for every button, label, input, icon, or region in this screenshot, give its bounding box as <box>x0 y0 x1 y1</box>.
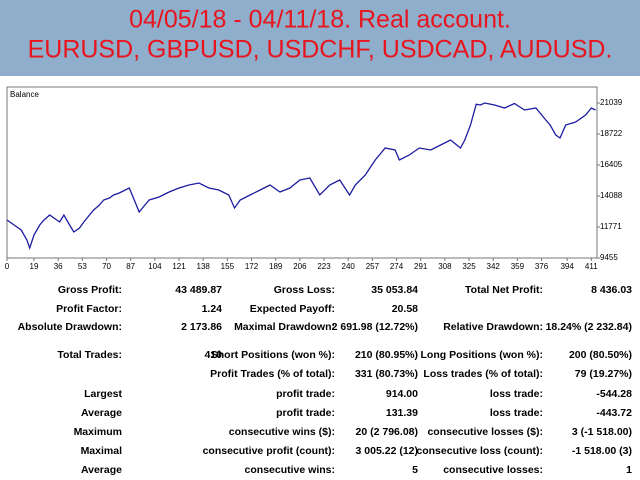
stat-value: 3 005.22 (12) <box>356 445 418 457</box>
stat-label: Total Trades: <box>57 349 122 361</box>
stat-label: Gross Profit: <box>58 284 122 296</box>
stat-label: profit trade: <box>276 388 335 400</box>
stat-value: -1 518.00 (3) <box>572 445 632 457</box>
x-tick-label: 308 <box>438 262 452 271</box>
stat-label: Profit Trades (% of total): <box>210 368 335 380</box>
stat-value: -443.72 <box>596 407 632 419</box>
stat-label: profit trade: <box>276 407 335 419</box>
stat-label: Gross Loss: <box>274 284 335 296</box>
stat-label: Largest <box>84 388 122 400</box>
stat-value: 2 691.98 (12.72%) <box>332 321 418 333</box>
y-tick-label: 9455 <box>600 253 618 262</box>
plot-frame <box>6 86 598 259</box>
stat-value: 20.58 <box>392 303 418 315</box>
stat-value: 43 489.87 <box>175 284 222 296</box>
stat-value: 410 <box>204 349 222 361</box>
stat-value: 131.39 <box>386 407 418 419</box>
chart-title: Balance <box>10 90 39 99</box>
y-tick-label: 14088 <box>600 191 623 200</box>
stat-label: Relative Drawdown: <box>443 321 543 333</box>
stat-label: consecutive loss (count): <box>416 445 543 457</box>
x-tick-label: 189 <box>269 262 283 271</box>
y-tick-label: 18722 <box>600 129 623 138</box>
stat-label: Loss trades (% of total): <box>423 368 543 380</box>
stat-label: Average <box>81 464 122 476</box>
stat-value: 35 053.84 <box>371 284 418 296</box>
stat-value: 18.24% (2 232.84) <box>546 321 632 333</box>
balance-line <box>6 102 596 251</box>
stat-value: -544.28 <box>596 388 632 400</box>
stat-value: 2 173.86 <box>181 321 222 333</box>
banner-line: EURUSD, GBPUSD, USDCHF, USDCAD, AUDUSD. <box>28 36 613 64</box>
stat-label: consecutive wins ($): <box>229 426 335 438</box>
x-tick-label: 394 <box>560 262 574 271</box>
y-tick-label: 21039 <box>600 98 623 107</box>
x-tick-label: 70 <box>102 262 111 271</box>
x-tick-label: 257 <box>366 262 380 271</box>
stat-label: Expected Payoff: <box>250 303 335 315</box>
stat-label: consecutive losses: <box>443 464 543 476</box>
stat-value: 3 (-1 518.00) <box>572 426 632 438</box>
stat-value: 79 (19.27%) <box>575 368 632 380</box>
chart-panel <box>0 84 640 274</box>
stat-label: Profit Factor: <box>56 303 122 315</box>
x-tick-label: 0 <box>5 262 10 271</box>
stat-value: 200 (80.50%) <box>569 349 632 361</box>
y-tick-label: 16405 <box>600 160 623 169</box>
x-tick-label: 172 <box>245 262 259 271</box>
x-tick-label: 138 <box>197 262 211 271</box>
x-tick-label: 53 <box>78 262 87 271</box>
x-tick-label: 19 <box>30 262 39 271</box>
x-tick-label: 359 <box>511 262 525 271</box>
stat-label: loss trade: <box>490 407 543 419</box>
x-tick-label: 155 <box>221 262 235 271</box>
stat-label: Total Net Profit: <box>465 284 543 296</box>
stat-label: Long Positions (won %): <box>421 349 543 361</box>
stat-label: Absolute Drawdown: <box>18 321 122 333</box>
x-tick-label: 206 <box>293 262 307 271</box>
x-tick-label: 121 <box>172 262 186 271</box>
stat-label: Average <box>81 407 122 419</box>
stat-label: consecutive losses ($): <box>427 426 543 438</box>
stat-value: 331 (80.73%) <box>355 368 418 380</box>
banner-line: 04/05/18 - 04/11/18. Real account. <box>129 6 511 34</box>
stat-label: consecutive wins: <box>245 464 335 476</box>
banner <box>0 0 640 76</box>
x-tick-label: 342 <box>487 262 501 271</box>
stat-value: 1 <box>626 464 632 476</box>
stat-value: 8 436.03 <box>591 284 632 296</box>
stat-label: loss trade: <box>490 388 543 400</box>
x-tick-label: 274 <box>390 262 404 271</box>
stat-value: 5 <box>412 464 418 476</box>
x-tick-label: 104 <box>148 262 162 271</box>
stat-value: 914.00 <box>386 388 418 400</box>
x-tick-label: 411 <box>585 262 598 271</box>
x-tick-label: 223 <box>317 262 331 271</box>
x-tick-label: 240 <box>342 262 356 271</box>
x-tick-label: 325 <box>462 262 476 271</box>
x-tick-label: 291 <box>414 262 428 271</box>
stat-value: 210 (80.95%) <box>355 349 418 361</box>
stat-label: Maximal Drawdown: <box>234 321 335 333</box>
stat-value: 20 (2 796.08) <box>356 426 418 438</box>
stat-value: 1.24 <box>202 303 223 315</box>
x-tick-label: 36 <box>54 262 63 271</box>
y-tick-label: 11771 <box>600 222 622 231</box>
stat-label: Maximum <box>74 426 122 438</box>
stat-label: Short Positions (won %): <box>211 349 335 361</box>
x-tick-label: 376 <box>535 262 549 271</box>
stat-label: consecutive profit (count): <box>203 445 335 457</box>
x-tick-label: 87 <box>126 262 135 271</box>
stat-label: Maximal <box>81 445 123 457</box>
